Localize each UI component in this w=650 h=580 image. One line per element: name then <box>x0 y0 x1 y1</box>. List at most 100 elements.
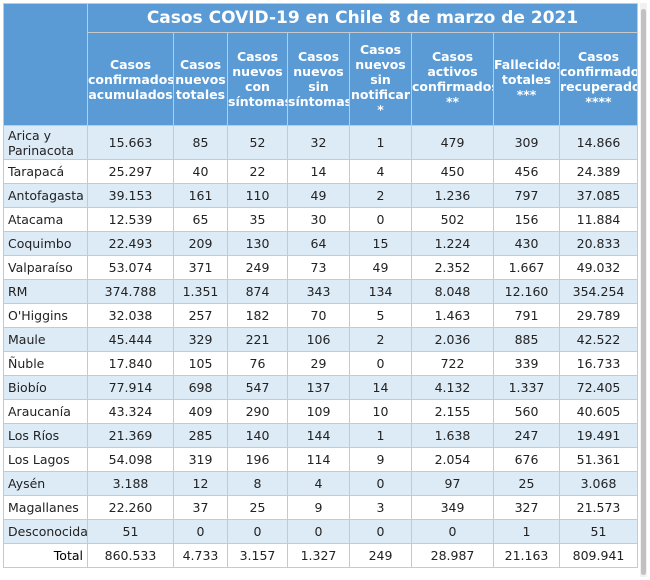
cell-value: 9 <box>287 495 350 520</box>
cell-value: 1.351 <box>173 279 228 304</box>
region-name: Antofagasta <box>3 183 88 208</box>
cell-value: 20.833 <box>558 231 639 256</box>
cell-value: 140 <box>227 423 288 448</box>
cell-value: 49.032 <box>558 255 639 280</box>
cell-value: 65 <box>173 207 228 232</box>
table-row: Atacama 12.539 65 35 30 0 502 156 11.884 <box>3 207 639 232</box>
cell-value: 35 <box>227 207 288 232</box>
covid-cases-table: Casos COVID-19 en Chile 8 de marzo de 20… <box>3 3 639 568</box>
column-header-2: Casos nuevos totales <box>173 32 228 126</box>
cell-value: 137 <box>287 375 350 400</box>
region-name: Magallanes <box>3 495 88 520</box>
cell-value: 0 <box>349 207 412 232</box>
cell-value: 21.573 <box>558 495 639 520</box>
table-row: Tarapacá 25.297 40 22 14 4 450 456 24.389 <box>3 159 639 184</box>
cell-value: 0 <box>411 519 494 544</box>
cell-value: 5 <box>349 303 412 328</box>
cell-value: 76 <box>227 351 288 376</box>
cell-value: 797 <box>493 183 560 208</box>
cell-value: 0 <box>349 519 412 544</box>
cell-value: 130 <box>227 231 288 256</box>
cell-value: 3.188 <box>87 471 174 496</box>
cell-value: 14.866 <box>558 125 639 160</box>
title-row: Casos COVID-19 en Chile 8 de marzo de 20… <box>3 3 639 126</box>
cell-value: 22.493 <box>87 231 174 256</box>
cell-value: 25.297 <box>87 159 174 184</box>
cell-value: 32.038 <box>87 303 174 328</box>
region-name: O'Higgins <box>3 303 88 328</box>
cell-value: 2 <box>349 327 412 352</box>
table-row: Los Lagos 54.098 319 196 114 9 2.054 676 51.361 <box>3 447 639 472</box>
region-name: Coquimbo <box>3 231 88 256</box>
cell-value: 12.539 <box>87 207 174 232</box>
cell-value: 3.068 <box>558 471 639 496</box>
cell-value: 327 <box>493 495 560 520</box>
cell-value: 12.160 <box>493 279 560 304</box>
cell-value: 354.254 <box>558 279 639 304</box>
cell-value: 0 <box>227 519 288 544</box>
cell-value: 51 <box>558 519 639 544</box>
region-name: RM <box>3 279 88 304</box>
table-title: Casos COVID-19 en Chile 8 de marzo de 20… <box>86 3 639 33</box>
cell-value: 110 <box>227 183 288 208</box>
table-row: Araucanía 43.324 409 290 109 10 2.155 560 40.605 <box>3 399 639 424</box>
scrollbar-thumb[interactable] <box>641 9 646 575</box>
total-value: 4.733 <box>173 543 228 568</box>
total-value: 1.327 <box>287 543 350 568</box>
cell-value: 25 <box>227 495 288 520</box>
cell-value: 24.389 <box>558 159 639 184</box>
cell-value: 37 <box>173 495 228 520</box>
cell-value: 430 <box>493 231 560 256</box>
cell-value: 77.914 <box>87 375 174 400</box>
cell-value: 8 <box>227 471 288 496</box>
cell-value: 64 <box>287 231 350 256</box>
cell-value: 12 <box>173 471 228 496</box>
cell-value: 144 <box>287 423 350 448</box>
cell-value: 339 <box>493 351 560 376</box>
region-name: Arica y Parinacota <box>3 125 88 160</box>
cell-value: 15 <box>349 231 412 256</box>
cell-value: 32 <box>287 125 350 160</box>
cell-value: 8.048 <box>411 279 494 304</box>
cell-value: 0 <box>173 519 228 544</box>
cell-value: 2.352 <box>411 255 494 280</box>
table-row: RM 374.788 1.351 874 343 134 8.048 12.160 354.25… <box>3 279 639 304</box>
column-header-4: Casos nuevos sin síntomas <box>287 32 350 126</box>
cell-value: 1 <box>493 519 560 544</box>
cell-value: 409 <box>173 399 228 424</box>
cell-value: 134 <box>349 279 412 304</box>
cell-value: 17.840 <box>87 351 174 376</box>
cell-value: 10 <box>349 399 412 424</box>
vertical-scrollbar[interactable] <box>640 3 647 577</box>
table-row: Antofagasta 39.153 161 110 49 2 1.236 797 37.085 <box>3 183 639 208</box>
cell-value: 106 <box>287 327 350 352</box>
cell-value: 0 <box>349 351 412 376</box>
cell-value: 676 <box>493 447 560 472</box>
cell-value: 182 <box>227 303 288 328</box>
header-corner <box>3 3 88 126</box>
region-name: Ñuble <box>3 351 88 376</box>
cell-value: 11.884 <box>558 207 639 232</box>
cell-value: 722 <box>411 351 494 376</box>
column-header-6: Casos activos confirmados ** <box>411 32 494 126</box>
cell-value: 73 <box>287 255 350 280</box>
total-label: Total <box>3 543 88 568</box>
region-name: Tarapacá <box>3 159 88 184</box>
cell-value: 450 <box>411 159 494 184</box>
column-header-row: Casos confirmados acumulados Casos nuevos… <box>4 32 639 126</box>
table-row: Biobío 77.914 698 547 137 14 4.132 1.337 72.405 <box>3 375 639 400</box>
cell-value: 4.132 <box>411 375 494 400</box>
cell-value: 560 <box>493 399 560 424</box>
cell-value: 161 <box>173 183 228 208</box>
cell-value: 53.074 <box>87 255 174 280</box>
region-name: Maule <box>3 327 88 352</box>
cell-value: 257 <box>173 303 228 328</box>
total-value: 21.163 <box>493 543 560 568</box>
cell-value: 40 <box>173 159 228 184</box>
cell-value: 479 <box>411 125 494 160</box>
cell-value: 2 <box>349 183 412 208</box>
cell-value: 4 <box>349 159 412 184</box>
cell-value: 221 <box>227 327 288 352</box>
region-name: Aysén <box>3 471 88 496</box>
cell-value: 319 <box>173 447 228 472</box>
